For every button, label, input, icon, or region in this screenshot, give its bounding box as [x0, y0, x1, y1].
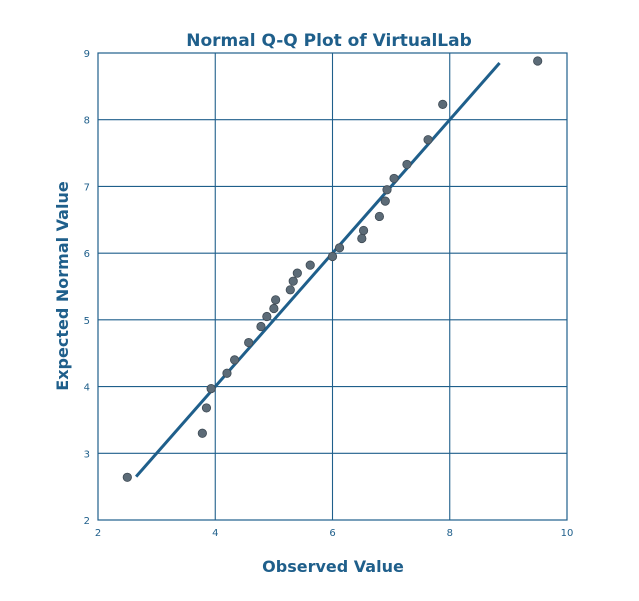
x-tick-label: 4: [212, 528, 218, 539]
grid-lines: [98, 53, 567, 520]
data-point: [357, 233, 367, 244]
reference-line: [134, 62, 501, 478]
x-tick-label: 10: [561, 528, 574, 539]
data-point: [334, 243, 345, 253]
data-point: [389, 173, 399, 184]
y-tick-label: 4: [84, 383, 90, 394]
x-tick-label: 6: [329, 528, 335, 539]
data-point: [292, 268, 302, 278]
x-tick-label: 2: [95, 528, 101, 539]
data-point: [423, 135, 433, 145]
data-point: [402, 159, 412, 170]
y-tick-label: 2: [84, 516, 90, 527]
data-point: [305, 260, 315, 270]
y-tick-label: 8: [84, 116, 90, 127]
data-point: [271, 295, 281, 305]
data-point: [229, 355, 240, 365]
data-points: [122, 56, 543, 482]
data-point: [380, 196, 390, 206]
data-point: [285, 285, 295, 295]
data-point: [262, 311, 272, 322]
y-tick-label: 3: [84, 449, 90, 460]
data-point: [256, 321, 266, 332]
y-tick-label: 9: [84, 49, 90, 60]
x-tick-label: 8: [447, 528, 453, 539]
plot-frame: [97, 52, 568, 521]
data-point: [374, 211, 384, 222]
data-point: [288, 276, 298, 286]
data-point: [197, 428, 207, 438]
y-tick-label: 7: [84, 182, 90, 193]
data-point: [269, 303, 279, 314]
x-tick-labels: 2 4 6 8 10: [95, 528, 574, 539]
chart-title: Normal Q-Q Plot of VirtualLab: [186, 31, 472, 51]
y-tick-label: 5: [84, 316, 90, 327]
y-tick-labels: 2 3 4 5 6 7 8 9: [84, 49, 90, 527]
data-point: [533, 56, 543, 66]
data-point: [358, 225, 369, 236]
data-point: [122, 472, 132, 482]
x-axis-label: Observed Value: [262, 557, 404, 576]
data-point: [382, 185, 392, 195]
data-point: [201, 403, 212, 413]
y-axis-label: Expected Normal Value: [53, 181, 72, 391]
data-point: [438, 99, 448, 109]
data-point: [327, 251, 338, 262]
data-point: [206, 383, 216, 394]
y-tick-label: 6: [84, 249, 90, 260]
data-point: [222, 368, 232, 378]
data-point: [244, 337, 254, 348]
